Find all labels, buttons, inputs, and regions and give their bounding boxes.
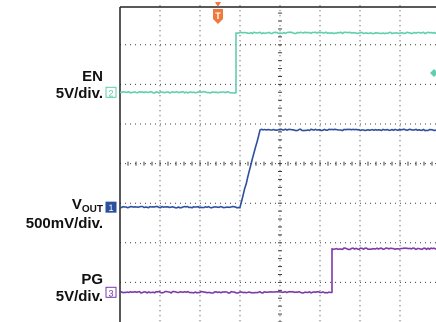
channel-3-marker-box: [105, 286, 117, 298]
vout-name: VOUT: [5, 196, 103, 215]
trigger-marker: T: [213, 2, 223, 24]
en-name: EN: [82, 68, 103, 85]
channel-markers: T 2 1 3: [105, 2, 436, 298]
channel-2-marker: 2: [105, 86, 117, 98]
trace-vout: [119, 128, 436, 209]
channel-2-marker-label: 2: [108, 88, 113, 98]
en-scale: 5V/div.: [55, 85, 103, 102]
vout-name-sub: OUT: [81, 204, 103, 215]
vout-name-main: V: [71, 196, 82, 213]
pg-name: PG: [81, 271, 103, 288]
vout-scale: 500mV/div.: [25, 215, 103, 232]
pg-scale: 5V/div.: [55, 288, 103, 305]
graticule: [119, 5, 436, 322]
channel-2-marker-box: [105, 86, 117, 98]
trigger-marker-label: T: [215, 11, 221, 21]
pg-label: PG 5V/div.: [30, 271, 103, 305]
vout-label: VOUT 500mV/div.: [5, 196, 103, 232]
trigger-caret-icon: [215, 2, 221, 7]
channel-3-marker-label: 3: [108, 288, 113, 298]
cursor-diamond-icon: [430, 69, 436, 77]
channel-1-marker-box: [105, 201, 117, 213]
channel-3-marker: 3: [105, 286, 117, 298]
trigger-marker-shape: [213, 9, 223, 24]
traces: [119, 31, 436, 294]
channel-1-marker-label: 1: [108, 203, 113, 213]
en-label: EN 5V/div.: [30, 68, 103, 102]
trace-pg: [119, 247, 436, 294]
channel-1-marker: 1: [105, 201, 117, 213]
trace-en: [119, 31, 436, 94]
